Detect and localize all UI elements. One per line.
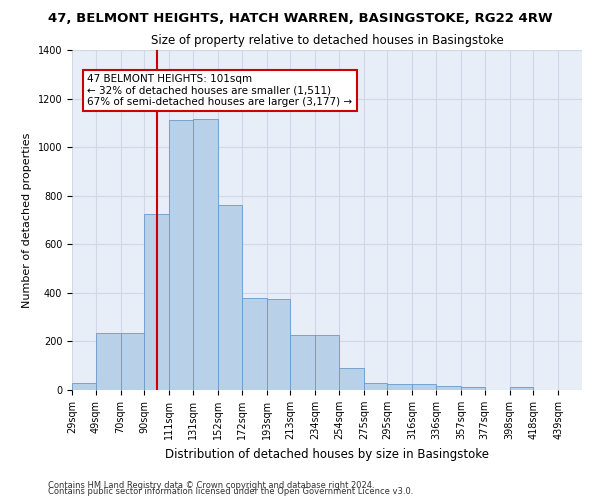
Bar — [242, 298, 266, 390]
Bar — [315, 336, 339, 390]
Text: Contains HM Land Registry data © Crown copyright and database right 2024.: Contains HM Land Registry data © Crown c… — [48, 480, 374, 490]
Bar — [339, 368, 364, 390]
Bar — [388, 384, 412, 390]
Bar — [509, 387, 533, 390]
X-axis label: Distribution of detached houses by size in Basingstoke: Distribution of detached houses by size … — [165, 448, 489, 460]
Bar — [436, 386, 461, 390]
Bar — [290, 336, 315, 390]
Bar — [218, 206, 242, 390]
Bar — [412, 384, 436, 390]
Bar — [193, 119, 218, 390]
Title: Size of property relative to detached houses in Basingstoke: Size of property relative to detached ho… — [151, 34, 503, 48]
Text: 47, BELMONT HEIGHTS, HATCH WARREN, BASINGSTOKE, RG22 4RW: 47, BELMONT HEIGHTS, HATCH WARREN, BASIN… — [47, 12, 553, 26]
Bar — [461, 387, 485, 390]
Text: 47 BELMONT HEIGHTS: 101sqm
← 32% of detached houses are smaller (1,511)
67% of s: 47 BELMONT HEIGHTS: 101sqm ← 32% of deta… — [88, 74, 352, 107]
Bar — [72, 382, 96, 390]
Bar — [96, 333, 121, 390]
Bar — [266, 299, 290, 390]
Bar — [145, 214, 169, 390]
Bar — [364, 382, 388, 390]
Bar — [169, 120, 193, 390]
Text: Contains public sector information licensed under the Open Government Licence v3: Contains public sector information licen… — [48, 487, 413, 496]
Bar — [121, 333, 145, 390]
Y-axis label: Number of detached properties: Number of detached properties — [22, 132, 32, 308]
